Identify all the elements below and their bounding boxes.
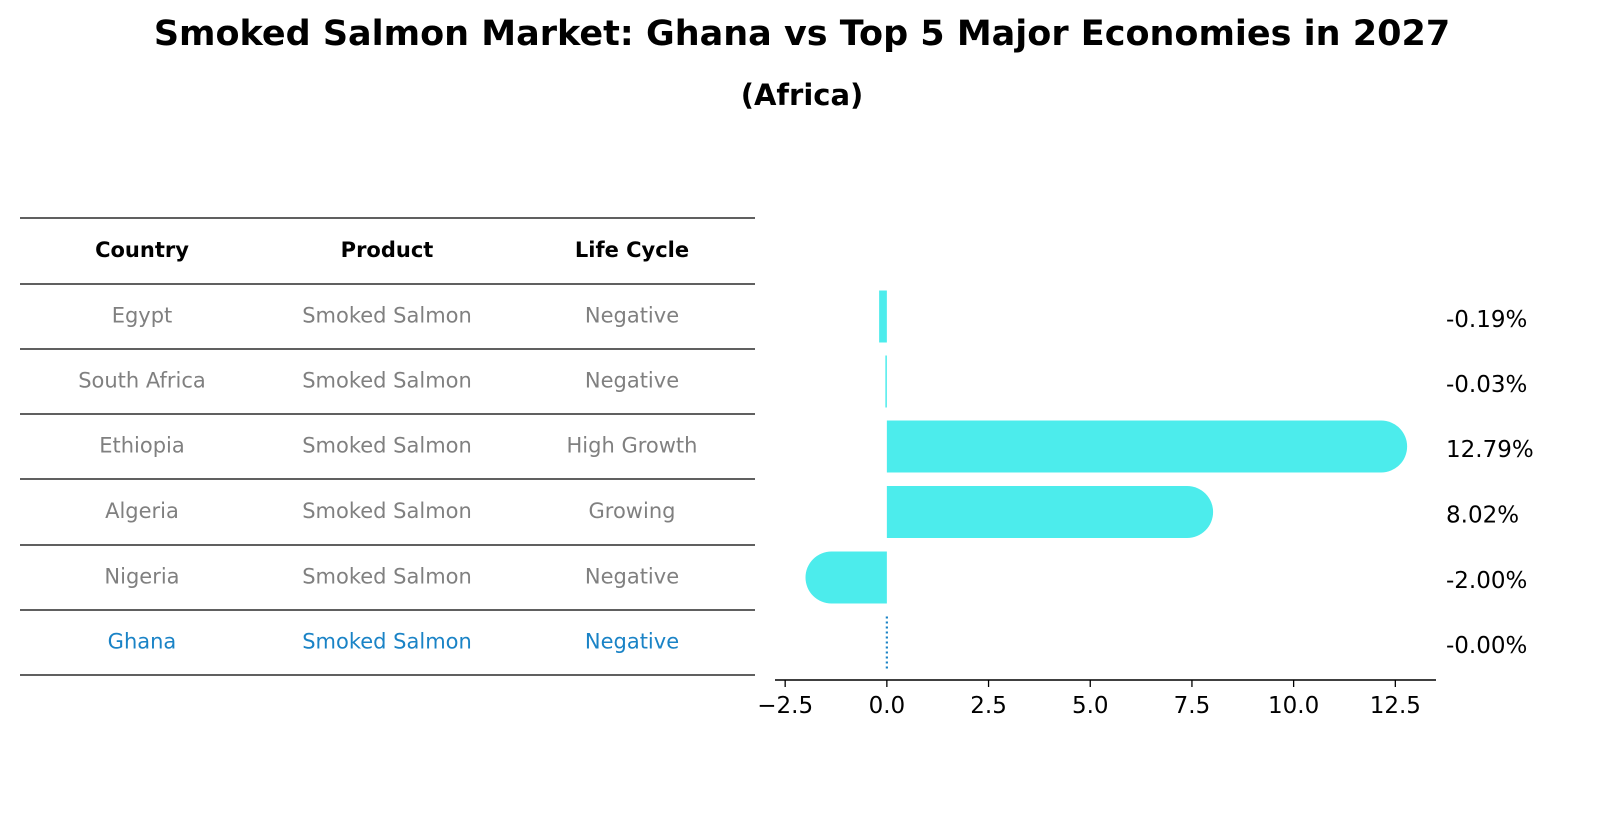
bar-egypt	[879, 290, 887, 343]
table-cell-product: Smoked Salmon	[302, 304, 472, 328]
value-label: -0.19%	[1446, 307, 1527, 333]
life-cycle-table: Country Product Life Cycle Egypt Smoked Salm…	[20, 217, 755, 676]
table-cell-product: Smoked Salmon	[302, 434, 472, 458]
bar-nigeria	[805, 551, 887, 604]
table-cell-country: Ethiopia	[99, 434, 185, 458]
value-label: 8.02%	[1446, 503, 1519, 529]
life-cycle-header: Life Cycle	[575, 238, 689, 262]
x-tick-label: 0.0	[869, 693, 906, 719]
bar-ethiopia	[886, 420, 1408, 473]
value-label: -2.00%	[1446, 568, 1527, 594]
x-tick-label: −2.5	[757, 693, 813, 719]
table-cell-life-cycle: Negative	[585, 369, 679, 393]
x-tick-label: 2.5	[970, 693, 1007, 719]
table-cell-life-cycle: Negative	[585, 304, 679, 328]
table-cell-life-cycle: Negative	[585, 565, 679, 589]
country-header: Country	[95, 238, 189, 262]
table-cell-product: Smoked Salmon	[302, 565, 472, 589]
chart-subtitle: (Africa)	[740, 78, 864, 112]
x-axis: −2.5 0.0 2.5 5.0 7.5 10.0 12.5	[757, 679, 1436, 719]
value-label: -0.03%	[1446, 372, 1527, 398]
value-label: 12.79%	[1446, 437, 1534, 463]
x-tick-label: 7.5	[1174, 693, 1211, 719]
table-cell-life-cycle: High Growth	[567, 434, 698, 458]
x-tick-label: 12.5	[1370, 693, 1421, 719]
table-cell-product: Smoked Salmon	[302, 499, 472, 523]
x-tick-label: 5.0	[1072, 693, 1109, 719]
table-cell-product: Smoked Salmon	[302, 630, 472, 654]
table-cell-country: Nigeria	[104, 565, 179, 589]
table-cell-country: Egypt	[112, 304, 173, 328]
chart-title: Smoked Salmon Market: Ghana vs Top 5 Maj…	[153, 14, 1451, 54]
table-cell-country: Ghana	[108, 630, 177, 654]
x-tick-label: 10.0	[1268, 693, 1319, 719]
table-cell-product: Smoked Salmon	[302, 369, 472, 393]
table-cell-life-cycle: Growing	[589, 499, 676, 523]
table-cell-country: Algeria	[105, 499, 179, 523]
product-header: Product	[341, 238, 434, 262]
table-cell-life-cycle: Negative	[585, 630, 679, 654]
bar-south-africa	[885, 355, 887, 408]
value-label: -0.00%	[1446, 633, 1527, 659]
table-cell-country: South Africa	[78, 369, 206, 393]
bar-algeria	[886, 486, 1214, 538]
growth-bar-chart: -0.19% -0.03% 12.79% 8.02% -2.00% -0.00%	[805, 290, 1534, 669]
